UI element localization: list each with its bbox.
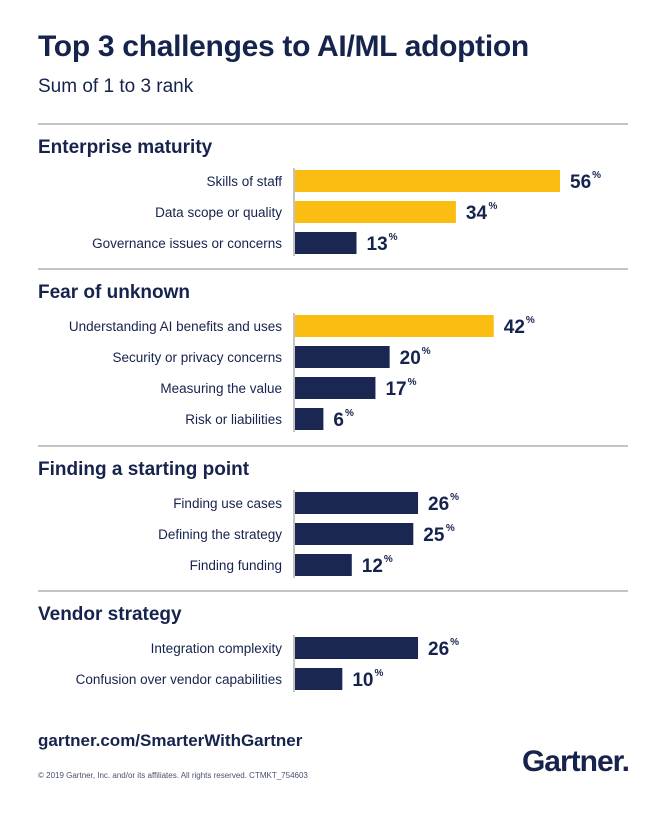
footer-link[interactable]: gartner.com/SmarterWithGartner xyxy=(38,731,303,750)
bar xyxy=(295,201,456,223)
bar xyxy=(295,408,324,430)
category-label: Measuring the value xyxy=(160,381,282,396)
value-label: 42 xyxy=(504,317,525,338)
copyright-notice: © 2019 Gartner, Inc. and/or its affiliat… xyxy=(38,771,308,780)
logo-dot: . xyxy=(621,745,630,778)
category-label: Skills of staff xyxy=(206,174,282,189)
value-label: 34 xyxy=(466,203,488,224)
value-unit: % xyxy=(488,201,497,212)
value-unit: % xyxy=(345,408,354,419)
value-label: 26 xyxy=(428,494,449,515)
bar xyxy=(295,170,560,192)
bar xyxy=(295,492,419,514)
value-label: 12 xyxy=(362,556,383,577)
chart-subtitle: Sum of 1 to 3 rank xyxy=(38,76,194,97)
category-label: Risk or liabilities xyxy=(185,412,282,427)
value-unit: % xyxy=(446,523,455,534)
category-label: Understanding AI benefits and uses xyxy=(69,319,282,334)
bar xyxy=(295,232,357,254)
category-label: Defining the strategy xyxy=(158,527,282,542)
category-label: Data scope or quality xyxy=(155,205,282,220)
category-label: Security or privacy concerns xyxy=(112,350,282,365)
value-label: 20 xyxy=(400,348,421,369)
bar xyxy=(295,315,494,337)
logo-text: Gartner xyxy=(521,745,623,778)
group-heading: Finding a starting point xyxy=(38,459,250,480)
category-label: Integration complexity xyxy=(151,641,283,656)
value-unit: % xyxy=(422,346,431,357)
value-label: 17 xyxy=(385,379,406,400)
value-unit: % xyxy=(408,377,417,388)
value-unit: % xyxy=(389,232,398,243)
category-label: Confusion over vendor capabilities xyxy=(76,672,283,687)
group-heading: Vendor strategy xyxy=(38,604,182,625)
category-label: Finding funding xyxy=(190,558,282,573)
bar xyxy=(295,668,343,690)
value-label: 10 xyxy=(352,670,373,691)
value-unit: % xyxy=(592,170,601,181)
value-label: 13 xyxy=(367,234,388,255)
value-unit: % xyxy=(450,492,459,503)
value-label: 26 xyxy=(428,639,449,660)
value-unit: % xyxy=(384,554,393,565)
bar-chart: Enterprise maturity Skills of staff 56 % Dat… xyxy=(38,123,628,692)
value-unit: % xyxy=(374,668,383,679)
bar xyxy=(295,346,390,368)
chart-title: Top 3 challenges to AI/ML adoption xyxy=(38,30,529,63)
value-unit: % xyxy=(526,315,535,326)
value-label: 6 xyxy=(333,410,344,431)
bar xyxy=(295,377,376,399)
bar xyxy=(295,637,419,659)
gartner-logo: Gartner. xyxy=(521,745,630,779)
group-heading: Enterprise maturity xyxy=(38,137,213,158)
category-label: Finding use cases xyxy=(173,496,282,511)
value-label: 25 xyxy=(423,525,445,546)
bar xyxy=(295,554,352,576)
bar xyxy=(295,523,414,545)
value-label: 56 xyxy=(570,172,591,193)
category-label: Governance issues or concerns xyxy=(92,236,282,251)
value-unit: % xyxy=(450,637,459,648)
group-heading: Fear of unknown xyxy=(38,282,190,303)
